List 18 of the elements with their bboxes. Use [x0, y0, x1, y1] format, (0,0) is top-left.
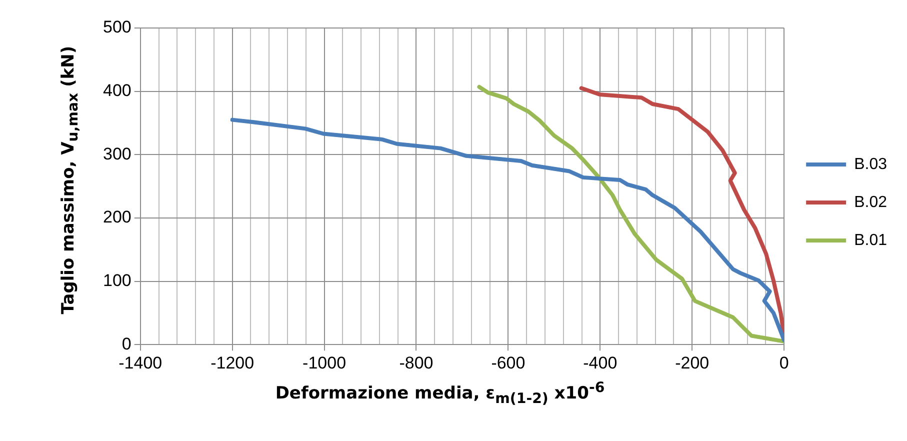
x-tick-label: -400	[583, 353, 618, 372]
y-tick-label: 0	[122, 334, 132, 354]
y-tick-label: 200	[102, 208, 132, 227]
y-tick-label: 300	[102, 144, 132, 164]
legend-label: B.01	[854, 232, 888, 249]
x-tick-label: -1000	[302, 353, 346, 372]
y-tick-label: 500	[102, 18, 132, 37]
legend-label: B.02	[854, 194, 888, 211]
legend-label: B.03	[854, 156, 888, 173]
y-tick-label: 100	[102, 270, 132, 290]
x-tick-label: 0	[779, 353, 789, 372]
x-tick-label: -1200	[210, 353, 254, 372]
y-tick-label: 400	[102, 81, 132, 100]
x-axis-title: Deformazione media, ε$_{m(1-2)}$ x10$^{-6}$	[275, 380, 605, 408]
x-tick-label: -1400	[118, 353, 162, 372]
x-tick-label: -600	[491, 353, 526, 372]
x-tick-label: -200	[675, 353, 710, 372]
x-tick-label: -800	[399, 353, 434, 372]
